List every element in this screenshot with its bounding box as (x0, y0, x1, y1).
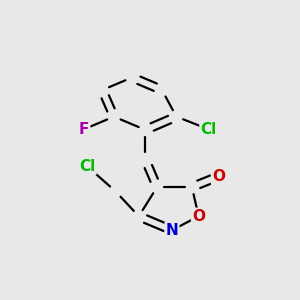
Text: O: O (192, 209, 205, 224)
Text: N: N (166, 223, 178, 238)
Text: Cl: Cl (79, 159, 95, 174)
Text: Cl: Cl (200, 122, 217, 137)
Text: O: O (212, 169, 225, 184)
Text: F: F (79, 122, 89, 137)
